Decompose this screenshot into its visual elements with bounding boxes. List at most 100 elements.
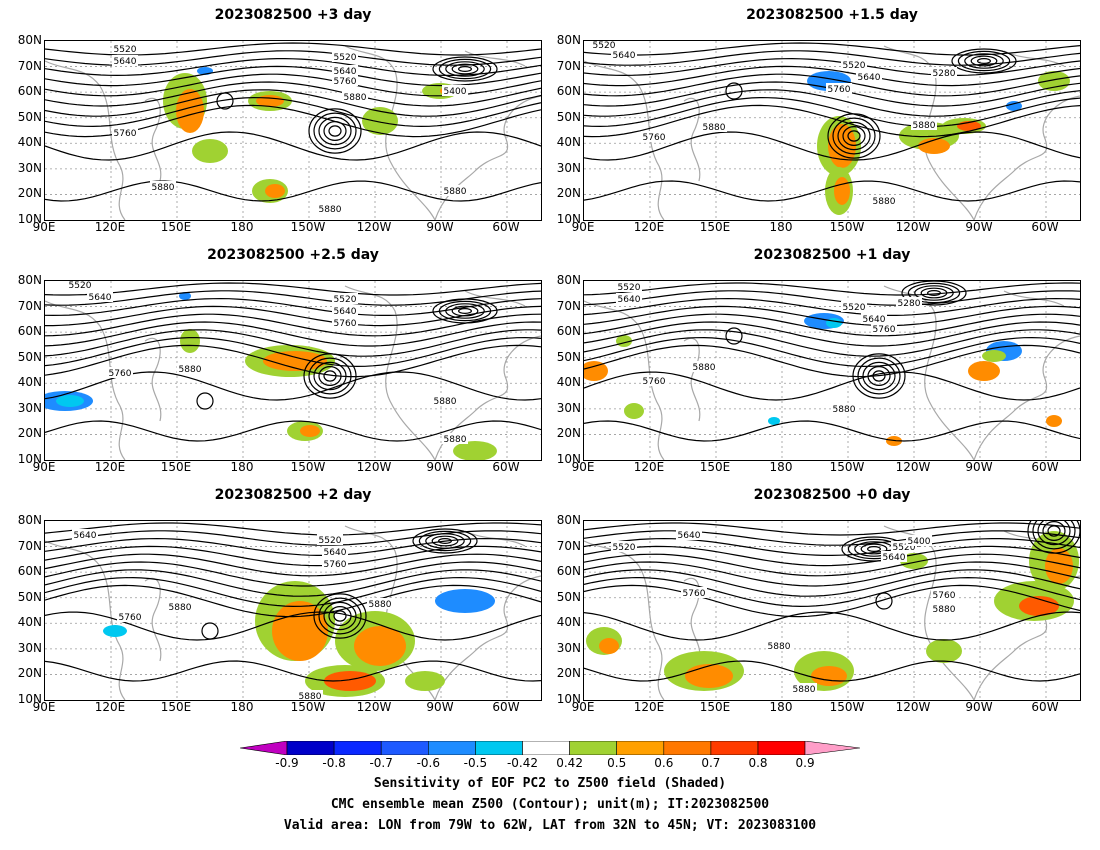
lat-label: 30N: [556, 640, 581, 655]
shading-area: [179, 292, 191, 300]
shading-area: [180, 329, 200, 353]
contour-label: 5640: [324, 548, 347, 558]
asia-coastline: [45, 300, 126, 460]
contour-label-bg: [791, 683, 817, 694]
contour-label: 5880: [793, 685, 816, 695]
z500-contour: [45, 336, 541, 368]
lat-label: 60N: [17, 564, 42, 579]
lat-label: 50N: [556, 349, 581, 364]
contour-label-bg: [442, 185, 468, 196]
contour-label: 5640: [74, 531, 97, 541]
colorbar-tick-label: 0.8: [748, 756, 768, 770]
closed-contour: [313, 593, 367, 639]
lon-label: 60W: [1031, 220, 1059, 234]
shading-area: [968, 361, 1000, 381]
z500-contour: [584, 297, 1080, 316]
lon-label: 120W: [356, 700, 392, 714]
shading-area: [926, 639, 962, 663]
contour-label-bg: [871, 323, 897, 334]
lat-label: 50N: [17, 109, 42, 124]
z500-contour: [584, 73, 1080, 97]
z500-contour: [45, 569, 541, 597]
arctic-coastline: [1003, 290, 1065, 307]
shading-area: [324, 671, 376, 691]
closed-contour: [323, 601, 357, 631]
z500-contour: [584, 576, 1080, 608]
contour-label: 5760: [683, 589, 706, 599]
shading-area: [265, 184, 285, 198]
lat-label: 60N: [17, 84, 42, 99]
contour-label-bg: [676, 529, 702, 540]
lat-label: 80N: [17, 513, 42, 527]
closed-contour: [318, 116, 352, 146]
lat-label: 60N: [556, 84, 581, 99]
lat-label: 30N: [556, 400, 581, 415]
contour-label-bg: [881, 551, 907, 562]
closed-contour: [957, 50, 1011, 72]
closed-contour: [860, 543, 888, 555]
closed-contour: [303, 353, 357, 399]
lat-label: 20N: [556, 666, 581, 681]
closed-contour: [445, 61, 485, 77]
contour-label: 5280: [898, 299, 921, 309]
z500-contour: [584, 561, 1080, 587]
lon-label: 90E: [571, 700, 595, 714]
lon-label: 60W: [492, 220, 520, 234]
colorbar-segment: [710, 741, 759, 755]
colorbar-tick-label: -0.6: [416, 756, 440, 770]
closed-contour: [432, 56, 498, 82]
map-panel-4: 5520 5640 5520 5640 5760 5280 5760 5880 5880: [583, 280, 1081, 461]
shading-area: [685, 664, 733, 688]
lon-label: 180: [769, 460, 793, 474]
contour-label-bg: [442, 433, 468, 444]
z500-contour: [584, 89, 1080, 117]
z500-contour: [584, 50, 1080, 66]
lat-label: 80N: [17, 33, 42, 47]
z500-contour: [45, 611, 541, 641]
z500-contour: [584, 42, 1080, 56]
colorbar-tick-label: -0.42: [506, 756, 539, 770]
shading-area: [584, 361, 608, 381]
contour-label: 5760: [643, 377, 666, 387]
lat-label: 40N: [556, 375, 581, 390]
lon-label: 90W: [426, 220, 454, 234]
caption-line-3: Valid area: LON from 79W to 62W, LAT fro…: [283, 818, 817, 833]
closed-contour: [951, 48, 1017, 74]
lat-label: 10N: [17, 452, 42, 466]
shading-area: [192, 139, 228, 163]
closed-contour: [927, 290, 942, 297]
lat-label: 20N: [556, 426, 581, 441]
closed-contour: [842, 126, 866, 146]
panel-title-5: 2023082500 +2 day: [214, 487, 372, 503]
contour-label: 5880: [444, 435, 467, 445]
lat-label: 20N: [17, 186, 42, 201]
contour-label: 5760: [828, 85, 851, 95]
lat-label: 70N: [17, 538, 42, 553]
contour-label-bg: [911, 119, 937, 130]
contour-label-bg: [681, 587, 707, 598]
z500-contour: [584, 522, 1080, 536]
colorbar-segment: [380, 741, 429, 755]
z500-contour: [45, 81, 541, 107]
contour-label-bg: [317, 203, 343, 214]
shading-area: [56, 395, 84, 407]
contour-label: 5880: [434, 397, 457, 407]
z500-contour: [584, 305, 1080, 327]
closed-contour: [901, 281, 967, 306]
contour-label-bg: [831, 403, 857, 414]
map-panel-3: 5520 5640 5520 5640 5760 5760 5880 5880 5880: [44, 280, 542, 461]
closed-contour: [308, 357, 352, 395]
closed-contour: [438, 58, 492, 80]
colorbar-segment: [522, 741, 570, 755]
contour-label: 5280: [933, 69, 956, 79]
contour-labels: 5520 5640 5520 5640 5760 5760 5880 5880 5880: [67, 281, 468, 445]
closed-contour: [412, 528, 478, 554]
closed-contour: [323, 370, 337, 382]
closed-contour: [1047, 525, 1061, 537]
lon-label: 120W: [895, 700, 931, 714]
contour-label: 5880: [299, 692, 322, 700]
contour-label-bg: [112, 43, 138, 54]
colorbar-tick-label: -0.5: [463, 756, 488, 770]
